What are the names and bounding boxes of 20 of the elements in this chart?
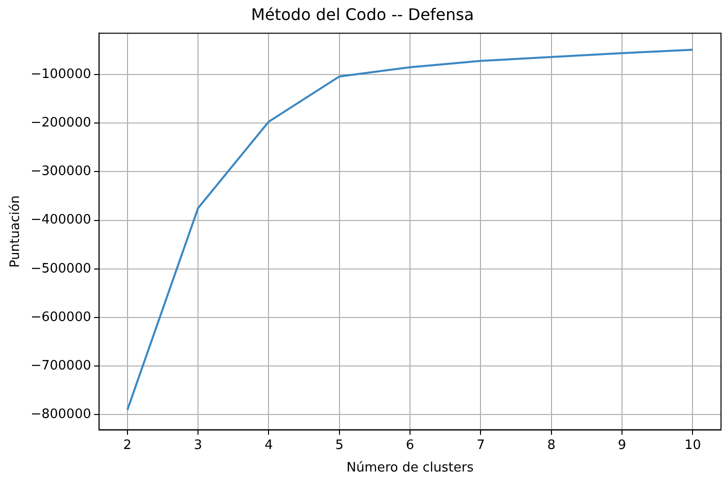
x-tick-label: 5 — [335, 438, 344, 453]
x-tick-label: 10 — [684, 438, 702, 453]
y-axis-title: Puntuación — [8, 195, 24, 268]
y-tick-label: −300000 — [30, 164, 92, 180]
y-tick-label: −600000 — [30, 310, 92, 325]
y-tick-label: −500000 — [30, 261, 92, 276]
y-tick-label: −200000 — [30, 115, 92, 130]
y-tick-label: −400000 — [30, 212, 92, 228]
y-tick-label: −100000 — [30, 66, 92, 82]
y-tick-label: −800000 — [30, 407, 92, 422]
chart-title: Método del Codo -- Defensa — [251, 4, 474, 24]
x-tick-label: 9 — [618, 438, 626, 453]
x-tick-label: 2 — [123, 438, 132, 453]
x-tick-label: 8 — [547, 438, 556, 453]
y-tick-label: −700000 — [30, 358, 92, 374]
x-axis-title: Número de clusters — [346, 460, 474, 476]
x-tick-label: 3 — [194, 438, 202, 453]
x-tick-label: 4 — [264, 438, 273, 453]
x-tick-label: 6 — [406, 438, 414, 453]
x-tick-label: 7 — [476, 438, 485, 453]
